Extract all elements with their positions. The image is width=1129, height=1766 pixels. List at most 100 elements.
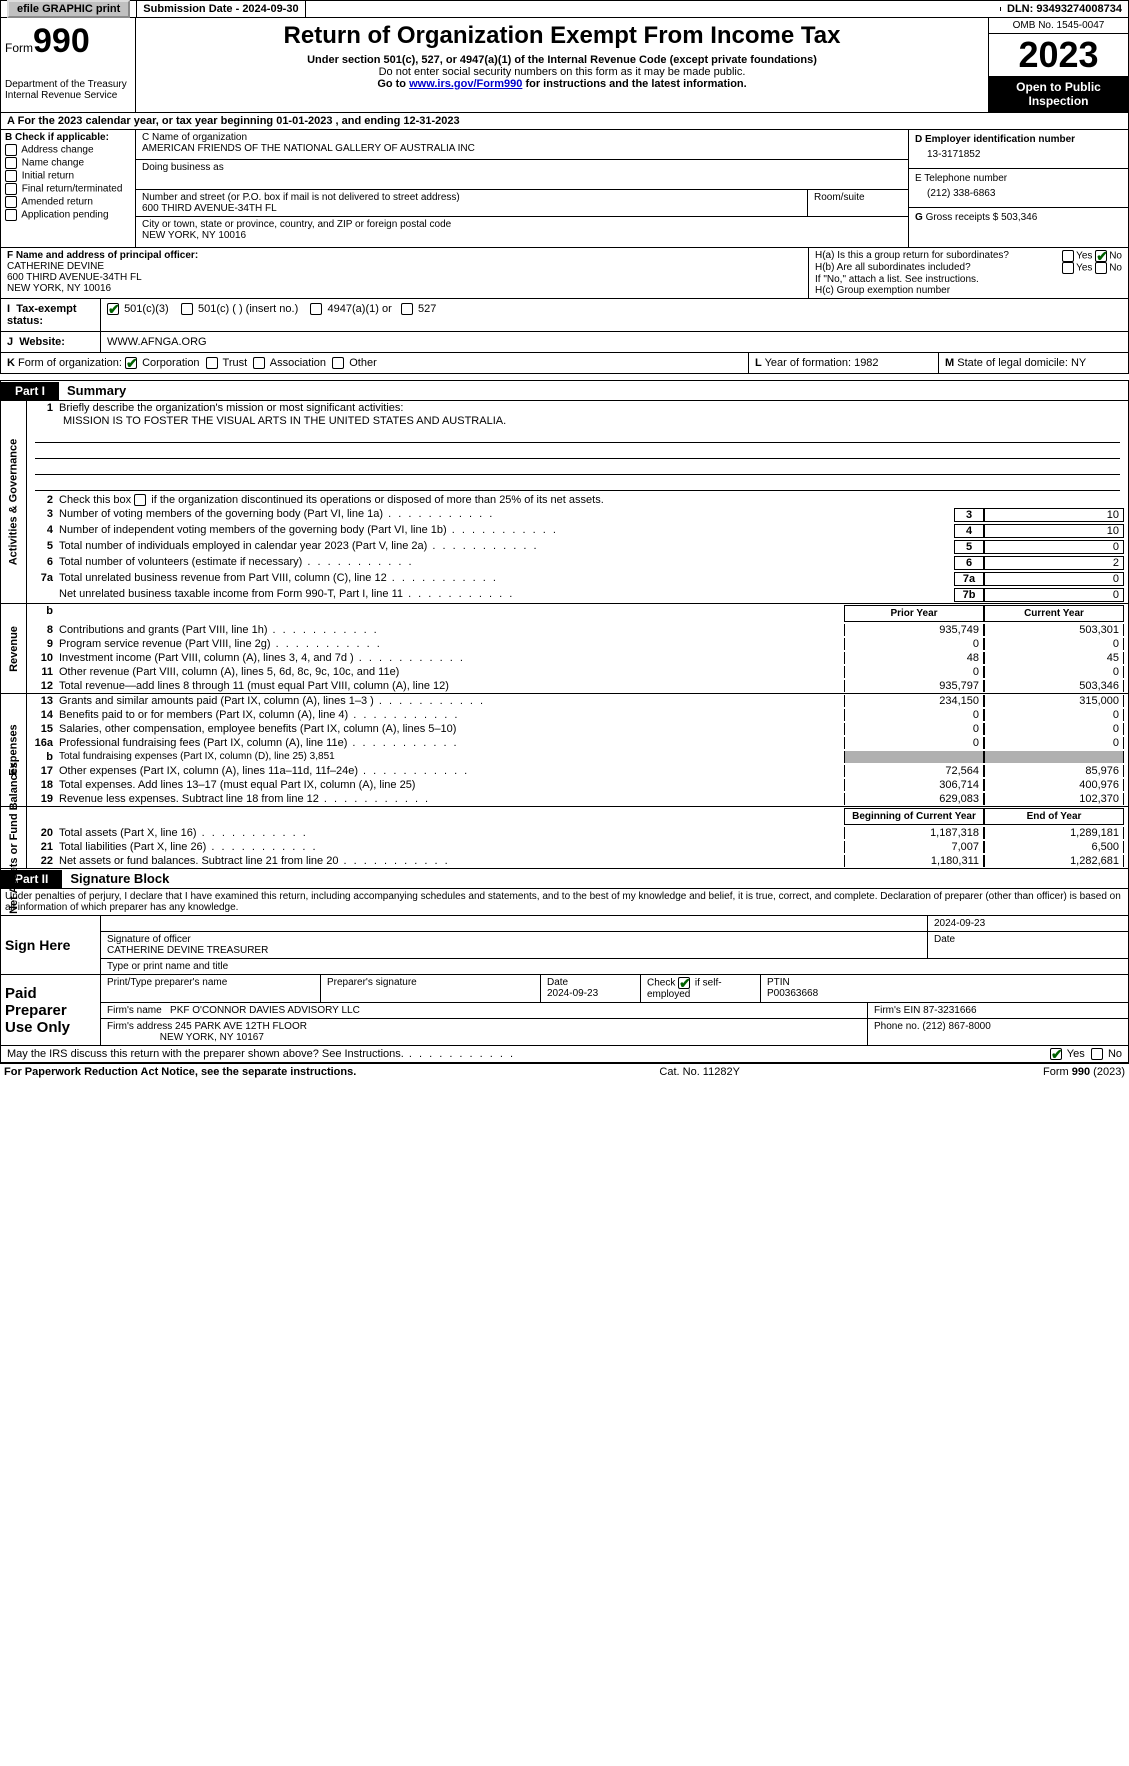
p13: 234,150 [844, 695, 984, 707]
i-501c3[interactable] [107, 303, 119, 315]
section-b-g: B Check if applicable: Address change Na… [0, 130, 1129, 248]
checkbox-address[interactable] [5, 144, 17, 156]
phone: (212) 338-6863 [915, 184, 1122, 203]
summary-governance: Activities & Governance 1Briefly describ… [0, 401, 1129, 604]
l15: Salaries, other compensation, employee b… [59, 723, 844, 735]
c17: 85,976 [984, 765, 1124, 777]
tax-year: 2023 [989, 34, 1128, 76]
l16b: Total fundraising expenses (Part IX, col… [59, 751, 844, 763]
ha-no[interactable] [1095, 250, 1107, 262]
boy-hdr: Beginning of Current Year [844, 808, 984, 825]
room-label: Room/suite [808, 190, 908, 216]
hb-yes[interactable] [1062, 262, 1074, 274]
efile-print: efile GRAPHIC print [1, 1, 137, 17]
p14: 0 [844, 709, 984, 721]
ptin: P00363668 [767, 988, 818, 999]
p9: 0 [844, 638, 984, 650]
officer-sig: CATHERINE DEVINE TREASURER [107, 945, 921, 956]
form-number: Form990 [5, 22, 131, 61]
discuss-row: May the IRS discuss this return with the… [0, 1046, 1129, 1063]
c9: 0 [984, 638, 1124, 650]
part1-header: Part I [1, 382, 59, 400]
checkbox-name[interactable] [5, 157, 17, 169]
efile-button[interactable]: efile GRAPHIC print [7, 0, 130, 18]
irs-link[interactable]: www.irs.gov/Form990 [409, 78, 522, 90]
c14: 0 [984, 709, 1124, 721]
c8: 503,301 [984, 624, 1124, 636]
discuss-no[interactable] [1091, 1048, 1103, 1060]
prior-year-hdr: Prior Year [844, 605, 984, 622]
i-527[interactable] [401, 303, 413, 315]
k-assoc[interactable] [253, 357, 265, 369]
l19: Revenue less expenses. Subtract line 18 … [59, 793, 844, 805]
dln: DLN: 93493274008734 [1001, 1, 1128, 17]
sign-here-label: Sign Here [1, 916, 101, 974]
v6: 2 [984, 556, 1124, 570]
hb-label: H(b) Are all subordinates included? [815, 262, 971, 274]
firm-phone: (212) 867-8000 [922, 1021, 990, 1032]
i-4947[interactable] [310, 303, 322, 315]
subtitle-2: Do not enter social security numbers on … [144, 66, 980, 78]
i-501c[interactable] [181, 303, 193, 315]
paid-preparer-label: Paid Preparer Use Only [1, 975, 101, 1045]
l11: Other revenue (Part VIII, column (A), li… [59, 666, 844, 678]
l16a: Professional fundraising fees (Part IX, … [59, 737, 844, 749]
checkbox-pending[interactable] [5, 209, 17, 221]
street-label: Number and street (or P.O. box if mail i… [142, 192, 801, 203]
c19: 102,370 [984, 793, 1124, 805]
omb-number: OMB No. 1545-0047 [989, 18, 1128, 34]
p16a: 0 [844, 737, 984, 749]
footer: For Paperwork Reduction Act Notice, see … [0, 1063, 1129, 1080]
c15: 0 [984, 723, 1124, 735]
k-other[interactable] [332, 357, 344, 369]
b21: 7,007 [844, 841, 984, 853]
k-corp[interactable] [125, 357, 137, 369]
p18: 306,714 [844, 779, 984, 791]
part2-title: Signature Block [62, 869, 177, 888]
ha-label: H(a) Is this a group return for subordin… [815, 250, 1009, 262]
ha-yes[interactable] [1062, 250, 1074, 262]
subtitle-3: Go to www.irs.gov/Form990 for instructio… [144, 78, 980, 90]
subtitle-1: Under section 501(c), 527, or 4947(a)(1)… [144, 54, 980, 66]
checkbox-final[interactable] [5, 183, 17, 195]
self-employed-check[interactable] [678, 977, 690, 989]
l20: Total assets (Part X, line 16) [59, 827, 844, 839]
f-label: F Name and address of principal officer: [7, 250, 198, 261]
l14: Benefits paid to or for members (Part IX… [59, 709, 844, 721]
cat-no: Cat. No. 11282Y [659, 1066, 740, 1078]
summary-revenue: Revenue bPrior YearCurrent Year 8Contrib… [0, 604, 1129, 694]
form-title: Return of Organization Exempt From Incom… [144, 22, 980, 50]
department: Department of the Treasury Internal Reve… [5, 79, 131, 101]
website: WWW.AFNGA.ORG [101, 332, 1128, 352]
c12: 503,346 [984, 680, 1124, 692]
submission-date: Submission Date - 2024-09-30 [137, 1, 305, 17]
l21: Total liabilities (Part X, line 26) [59, 841, 844, 853]
hb-no[interactable] [1095, 262, 1107, 274]
p12: 935,797 [844, 680, 984, 692]
firm-city: NEW YORK, NY 10167 [160, 1032, 264, 1043]
row-klm: K Form of organization: Corporation Trus… [0, 353, 1129, 374]
form-ref: Form 990 (2023) [1043, 1066, 1125, 1078]
state-domicile: State of legal domicile: NY [957, 357, 1086, 369]
p17: 72,564 [844, 765, 984, 777]
l2-checkbox[interactable] [134, 494, 146, 506]
k-trust[interactable] [206, 357, 218, 369]
p8: 935,749 [844, 624, 984, 636]
street: 600 THIRD AVENUE-34TH FL [142, 203, 801, 214]
gross-receipts: Gross receipts $ 503,346 [926, 212, 1038, 223]
line-a: A For the 2023 calendar year, or tax yea… [0, 113, 1129, 130]
eoy-hdr: End of Year [984, 808, 1124, 825]
row-i: I Tax-exempt status: 501(c)(3) 501(c) ( … [0, 299, 1129, 332]
mission-text: MISSION IS TO FOSTER THE VISUAL ARTS IN … [27, 415, 1128, 427]
checkbox-initial[interactable] [5, 170, 17, 182]
d-label: D Employer identification number [915, 134, 1075, 145]
discuss-yes[interactable] [1050, 1048, 1062, 1060]
l7a: Total unrelated business revenue from Pa… [59, 572, 954, 586]
city-label: City or town, state or province, country… [142, 219, 902, 230]
checkbox-amended[interactable] [5, 196, 17, 208]
l8: Contributions and grants (Part VIII, lin… [59, 624, 844, 636]
year-formation: Year of formation: 1982 [765, 357, 879, 369]
firm-ein: 87-3231666 [923, 1005, 976, 1016]
v7b: 0 [984, 588, 1124, 602]
l5: Total number of individuals employed in … [59, 540, 954, 554]
